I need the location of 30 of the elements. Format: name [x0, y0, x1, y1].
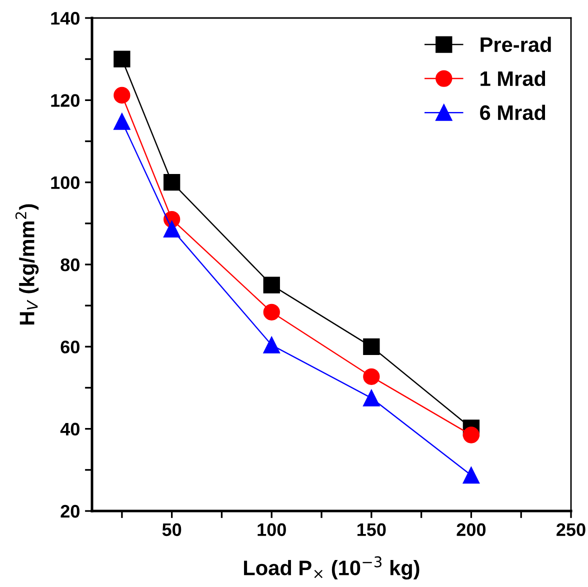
- x-tick-label: 100: [258, 523, 286, 536]
- x-axis-title: Load P$_{×}$ (10$^{−3}$ kg): [244, 556, 420, 580]
- point: [164, 174, 180, 191]
- x-tick-label: 150: [357, 523, 386, 536]
- x-tick-label: 50: [162, 523, 182, 536]
- y-tick-label: 40: [60, 422, 80, 436]
- point: [462, 426, 480, 444]
- point: [363, 338, 380, 355]
- y-axis-title: H$_{V}$ (kg/mm$^{2}$): [15, 204, 39, 324]
- legend-label: 6 Mrad: [480, 104, 546, 120]
- point: [263, 304, 280, 320]
- y-tick-label: 80: [60, 258, 80, 272]
- x-tick-label: 250: [556, 523, 586, 536]
- y-tick-label: 100: [51, 176, 80, 190]
- point: [114, 50, 130, 68]
- y-tick-label: 140: [51, 12, 80, 25]
- point: [114, 113, 130, 130]
- point: [164, 220, 180, 238]
- legend-label: 1 Mrad: [480, 70, 546, 86]
- point: [263, 276, 280, 294]
- point: [462, 466, 480, 484]
- point: [363, 368, 380, 385]
- y-tick-label: 120: [51, 94, 80, 107]
- point: [114, 86, 130, 104]
- x-tick-label: 200: [456, 523, 486, 536]
- point: [363, 390, 380, 406]
- y-tick-label: 20: [60, 504, 80, 518]
- point: [263, 336, 280, 354]
- legend-label: Pre-rad: [480, 36, 551, 52]
- y-tick-label: 60: [60, 340, 80, 354]
